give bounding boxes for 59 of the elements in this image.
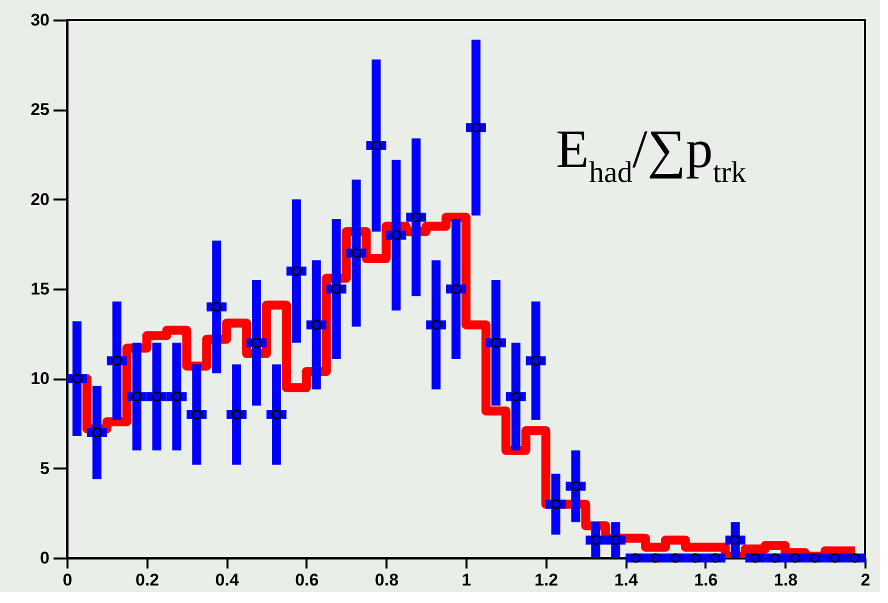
point [212,302,222,312]
point [291,266,302,276]
point [371,140,382,150]
x-tick-label: 1.2 [534,570,558,590]
y-tick-label: 0 [40,548,50,568]
x-tick-label: 0.8 [374,570,399,590]
x-tick-label: 0 [62,570,72,590]
y-tick-label: 5 [40,458,50,478]
point [550,499,561,510]
point [570,481,581,492]
point [850,553,860,563]
point [790,553,800,563]
x-tick-label: 1 [462,570,472,590]
x-tick-label: 1.6 [694,570,718,590]
point [331,284,342,294]
point [272,410,282,420]
x-tick-label: 0.2 [135,570,160,590]
y-tick-label: 30 [30,10,50,30]
y-tick-label: 20 [30,190,50,209]
point [830,553,840,563]
point [411,212,422,222]
point [451,284,461,294]
point [471,122,481,133]
point [530,356,541,366]
point [311,320,322,330]
y-tick-label: 10 [30,369,50,388]
point [610,535,621,545]
point [192,410,202,420]
point [810,553,820,563]
point [710,553,720,563]
point [690,553,700,563]
annotation: E$_{had}$/∑p$_{trk}$ [556,118,746,190]
y-tick-label: 15 [30,280,50,298]
point [351,248,362,258]
point [590,535,601,545]
x-tick-label: 0.4 [215,570,240,590]
point [670,553,680,563]
x-tick-label: 1.4 [614,570,638,590]
x-tick-label: 2 [860,570,870,590]
x-tick-label: 1.8 [774,570,798,590]
point [72,374,82,384]
point [650,553,660,563]
point [630,553,641,563]
point [152,392,162,402]
point [92,428,102,438]
point [431,320,442,330]
point [132,392,142,402]
point [750,553,760,563]
point [391,230,402,240]
y-tick-label: 25 [30,100,50,120]
point [252,338,262,348]
point [730,535,740,545]
point [112,356,122,366]
point [232,410,242,420]
point [172,392,182,402]
point [510,392,521,402]
point [490,338,501,348]
x-tick-label: 0.6 [295,570,319,590]
point [770,553,780,563]
